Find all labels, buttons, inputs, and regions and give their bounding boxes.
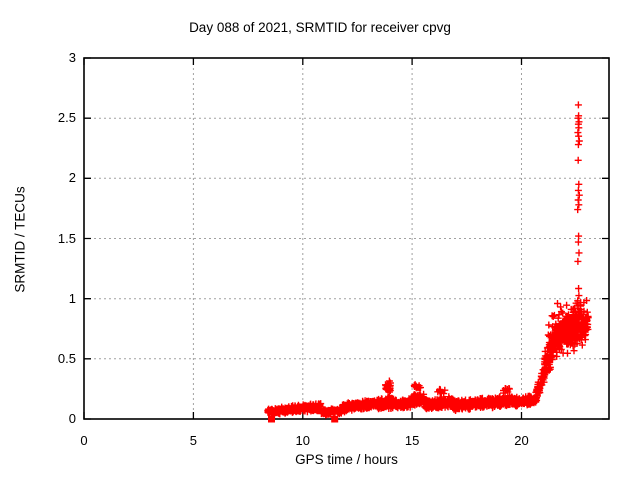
x-axis-title: GPS time / hours — [295, 452, 398, 467]
x-tick-label: 0 — [80, 433, 88, 448]
chart-title: Day 088 of 2021, SRMTID for receiver cpv… — [189, 20, 451, 35]
y-tick-label: 0 — [68, 411, 76, 426]
x-tick-label: 20 — [514, 433, 529, 448]
x-tick-label: 10 — [295, 433, 310, 448]
y-tick-label: 2.5 — [57, 110, 76, 126]
axis-ticks — [83, 57, 609, 420]
x-tick-label: 15 — [404, 433, 420, 448]
y-tick-label: 0.5 — [57, 350, 76, 366]
y-tick-label: 1.5 — [57, 230, 76, 246]
data-points — [264, 101, 592, 423]
y-tick-label: 1 — [68, 290, 76, 306]
x-tick-label: 5 — [189, 433, 197, 448]
y-tick-label: 3 — [68, 50, 76, 65]
y-tick-label: 2 — [68, 170, 76, 186]
grid-lines — [84, 58, 609, 419]
